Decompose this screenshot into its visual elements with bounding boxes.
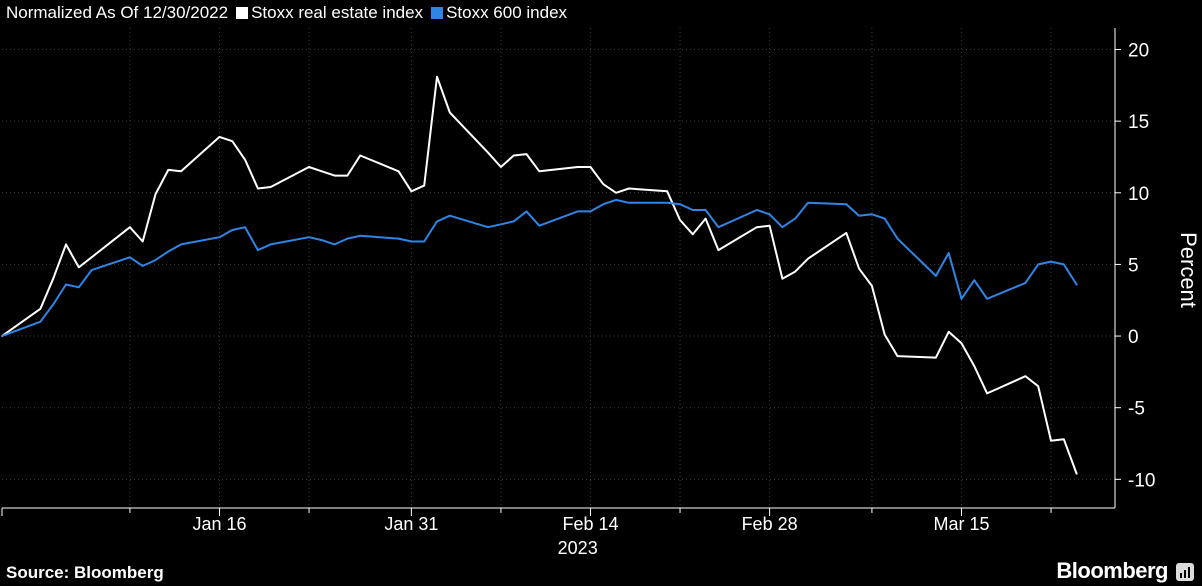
y-tick-label: 5 [1128,255,1139,276]
source-note: Source: Bloomberg [6,563,164,582]
y-tick-label: 10 [1128,184,1149,205]
bloomberg-logo: Bloomberg [1056,558,1168,583]
x-tick-label: Feb 14 [562,514,618,534]
legend-item-stoxx600: Stoxx 600 index [431,3,567,23]
legend-item-real-estate: Stoxx real estate index [236,3,423,23]
y-tick-label: 15 [1128,112,1149,133]
y-tick-label: 0 [1128,327,1139,348]
y-tick-label: -10 [1128,470,1155,491]
y-tick-label: -5 [1128,399,1145,420]
legend-swatch-real-estate [236,7,249,19]
x-tick-label: Feb 28 [742,514,798,534]
bloomberg-terminal-icon [1176,563,1194,581]
series-line-real-estate [1,75,1078,475]
legend-swatch-stoxx600 [431,7,444,19]
x-year-label: 2023 [558,538,598,558]
x-tick-label: Jan 31 [384,514,438,534]
legend-note: Normalized As Of 12/30/2022 [6,3,229,22]
y-tick-label: 20 [1128,40,1149,61]
series-line-stoxx600 [1,198,1078,338]
legend-label-stoxx600: Stoxx 600 index [446,3,568,22]
y-axis-label: Percent [1176,232,1201,308]
x-tick-label: Mar 15 [933,514,989,534]
x-tick-label: Jan 16 [192,514,246,534]
legend: Normalized As Of 12/30/2022 Stoxx real e… [6,3,567,23]
legend-label-real-estate: Stoxx real estate index [251,3,424,22]
